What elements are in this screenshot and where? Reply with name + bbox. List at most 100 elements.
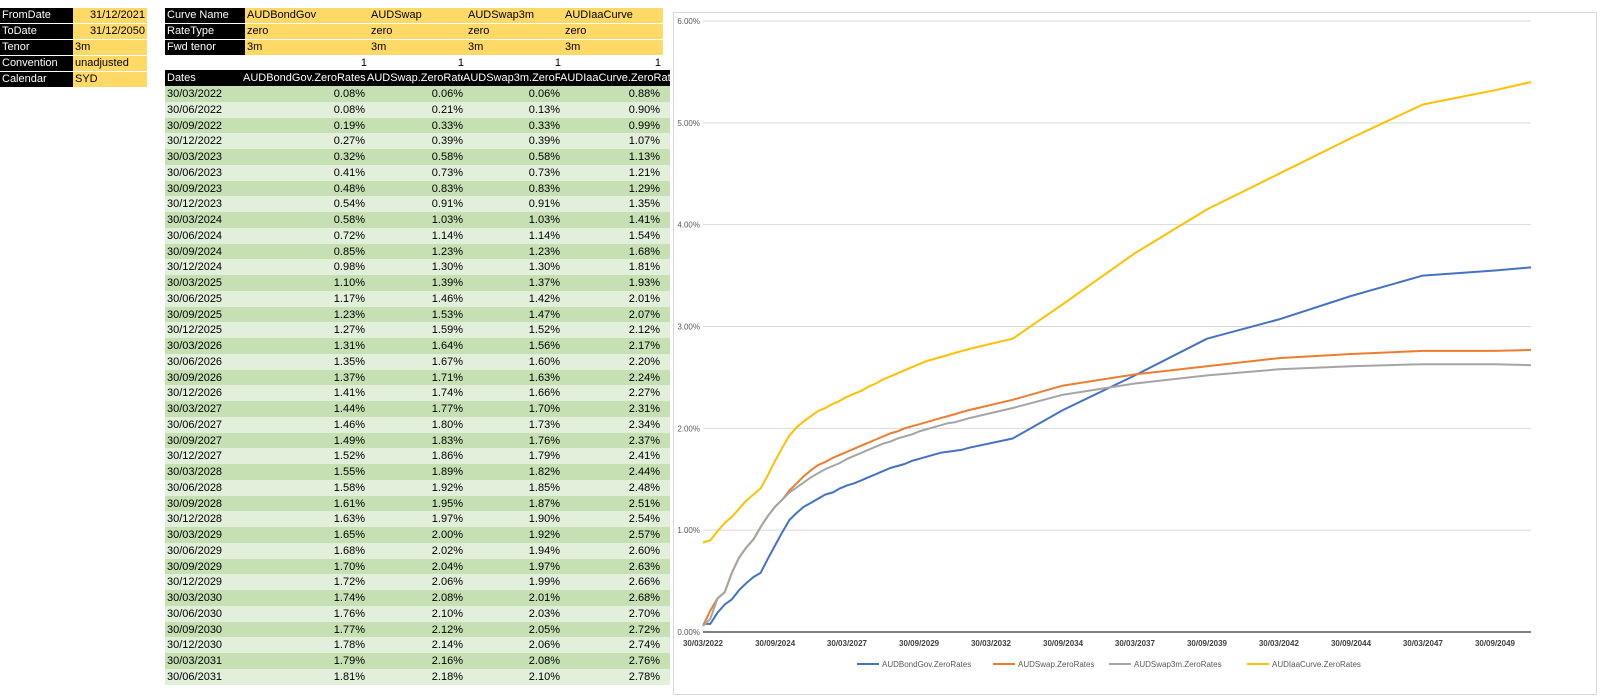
rate-cell[interactable]: 1.46% (333, 418, 365, 431)
rate-cell[interactable]: 1.78% (333, 639, 365, 652)
rate-cell[interactable]: 1.23% (431, 245, 463, 258)
date-cell[interactable]: 30/03/2027 (167, 403, 223, 415)
date-cell[interactable]: 30/09/2023 (167, 182, 223, 195)
rate-cell[interactable]: 1.21% (628, 166, 660, 179)
rate-cell[interactable]: 0.33% (528, 119, 560, 132)
rate-cell[interactable]: 1.41% (333, 387, 365, 400)
rate-cell[interactable]: 2.08% (528, 655, 560, 667)
rate-cell[interactable]: 1.59% (431, 324, 463, 337)
rate-cell[interactable]: 2.20% (628, 355, 660, 368)
date-cell[interactable]: 30/03/2029 (167, 529, 223, 541)
date-cell[interactable]: 30/03/2022 (167, 88, 223, 100)
rate-cell[interactable]: 1.52% (528, 324, 560, 337)
date-cell[interactable]: 30/03/2031 (167, 655, 223, 667)
rate-cell[interactable]: 2.51% (628, 497, 660, 510)
param-value[interactable]: 31/12/2021 (73, 8, 147, 23)
rate-cell[interactable]: 2.78% (628, 670, 660, 683)
rate-cell[interactable]: 1.87% (528, 497, 560, 510)
date-cell[interactable]: 30/12/2024 (167, 261, 223, 274)
rate-cell[interactable]: 2.24% (628, 371, 660, 384)
rate-cell[interactable]: 2.72% (628, 623, 660, 636)
rate-cell[interactable]: 1.92% (528, 529, 560, 541)
rate-cell[interactable]: 2.48% (628, 481, 660, 494)
rate-cell[interactable]: 0.32% (333, 151, 365, 163)
rate-cell[interactable]: 1.64% (431, 340, 463, 352)
rate-cell[interactable]: 0.48% (333, 182, 365, 195)
rate-cell[interactable]: 2.10% (431, 607, 463, 620)
rate-cell[interactable]: 1.44% (333, 403, 365, 415)
rate-cell[interactable]: 1.27% (333, 324, 365, 337)
rate-cell[interactable]: 1.35% (333, 355, 365, 368)
rate-cell[interactable]: 2.18% (431, 670, 463, 683)
rate-cell[interactable]: 1.63% (528, 371, 560, 384)
rate-cell[interactable]: 2.74% (628, 639, 660, 652)
rate-cell[interactable]: 1.65% (333, 529, 365, 541)
rate-cell[interactable]: 1.90% (528, 513, 560, 526)
rate-cell[interactable]: 1.41% (628, 214, 660, 226)
rate-cell[interactable]: 1.76% (333, 607, 365, 620)
rate-cell[interactable]: 2.44% (628, 466, 660, 478)
rate-cell[interactable]: 2.60% (628, 544, 660, 557)
rate-cell[interactable]: 1.66% (528, 387, 560, 400)
config-flag[interactable]: 1 (457, 57, 464, 69)
rate-cell[interactable]: 2.01% (628, 292, 660, 305)
rate-cell[interactable]: 0.13% (528, 103, 560, 116)
rate-cell[interactable]: 2.76% (628, 655, 660, 667)
rate-cell[interactable]: 0.58% (528, 151, 560, 163)
rate-cell[interactable]: 1.14% (528, 229, 560, 242)
date-cell[interactable]: 30/12/2025 (167, 324, 223, 337)
rate-cell[interactable]: 2.01% (528, 592, 560, 604)
rate-cell[interactable]: 0.85% (333, 245, 365, 258)
date-cell[interactable]: 30/09/2027 (167, 434, 223, 447)
rate-cell[interactable]: 0.27% (333, 135, 365, 148)
rate-cell[interactable]: 1.99% (528, 576, 560, 589)
rate-cell[interactable]: 1.71% (431, 371, 463, 384)
rate-cell[interactable]: 1.13% (628, 151, 660, 163)
rate-cell[interactable]: 1.92% (431, 481, 463, 494)
rate-cell[interactable]: 0.73% (528, 166, 560, 179)
rate-cell[interactable]: 2.68% (628, 592, 660, 604)
rate-cell[interactable]: 1.82% (528, 466, 560, 478)
date-cell[interactable]: 30/09/2030 (167, 623, 223, 636)
rate-cell[interactable]: 0.73% (431, 166, 463, 179)
rate-cell[interactable]: 2.03% (528, 607, 560, 620)
date-cell[interactable]: 30/12/2023 (167, 198, 223, 211)
rate-cell[interactable]: 0.88% (628, 88, 660, 100)
rate-cell[interactable]: 1.46% (431, 292, 463, 305)
date-cell[interactable]: 30/12/2022 (167, 135, 223, 148)
rate-cell[interactable]: 1.54% (628, 229, 660, 242)
rate-cell[interactable]: 0.83% (528, 182, 560, 195)
rate-cell[interactable]: 2.00% (431, 529, 463, 541)
rate-cell[interactable]: 2.06% (431, 576, 463, 589)
rate-cell[interactable]: 1.95% (431, 497, 463, 510)
rate-cell[interactable]: 0.54% (333, 198, 365, 211)
rate-cell[interactable]: 2.17% (628, 340, 660, 352)
rate-cell[interactable]: 0.39% (528, 135, 560, 148)
date-cell[interactable]: 30/12/2028 (167, 513, 223, 526)
rate-cell[interactable]: 1.17% (333, 292, 365, 305)
column-header[interactable]: Dates (167, 72, 196, 84)
column-header[interactable]: AUDIaaCurve.ZeroRates (560, 72, 670, 84)
rate-cell[interactable]: 1.63% (333, 513, 365, 526)
rate-cell[interactable]: 0.33% (431, 119, 463, 132)
rate-cell[interactable]: 1.23% (333, 308, 365, 321)
rate-cell[interactable]: 1.86% (431, 450, 463, 463)
column-header[interactable]: AUDBondGov.ZeroRates (243, 72, 366, 84)
rate-cell[interactable]: 0.19% (333, 119, 365, 132)
date-cell[interactable]: 30/03/2030 (167, 592, 223, 604)
rate-cell[interactable]: 1.85% (528, 481, 560, 494)
date-cell[interactable]: 30/03/2023 (167, 151, 223, 163)
date-cell[interactable]: 30/09/2029 (167, 560, 223, 573)
date-cell[interactable]: 30/09/2026 (167, 371, 223, 384)
rate-cell[interactable]: 1.97% (431, 513, 463, 526)
date-cell[interactable]: 30/06/2024 (167, 229, 223, 242)
rate-cell[interactable]: 0.08% (333, 103, 365, 116)
rate-cell[interactable]: 1.39% (431, 277, 463, 289)
rate-cell[interactable]: 0.39% (431, 135, 463, 148)
rate-cell[interactable]: 1.68% (333, 544, 365, 557)
date-cell[interactable]: 30/06/2029 (167, 544, 223, 557)
rate-cell[interactable]: 0.99% (628, 119, 660, 132)
rate-cell[interactable]: 1.72% (333, 576, 365, 589)
config-fwd_tenor[interactable]: 3m (563, 40, 663, 55)
date-cell[interactable]: 30/03/2028 (167, 466, 223, 478)
